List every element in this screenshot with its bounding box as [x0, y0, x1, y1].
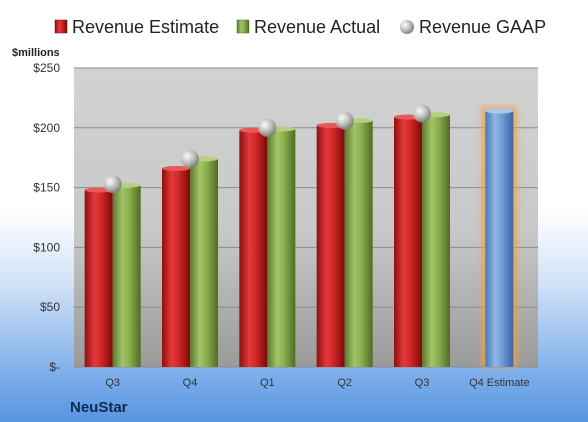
legend-label-revenue-gaap: Revenue GAAP [419, 17, 546, 37]
bar-revenue-estimate [162, 168, 190, 367]
bar-revenue-estimate [239, 130, 268, 367]
x-tick-label: Q4 [183, 377, 198, 389]
y-tick-label: $50 [40, 300, 60, 314]
plot-area [74, 68, 538, 367]
marker-revenue-gaap [335, 111, 354, 130]
x-tick-label: Q1 [260, 377, 275, 389]
bar-revenue-actual [344, 120, 373, 368]
bar-revenue-estimate [316, 125, 345, 368]
bar-revenue-estimate [394, 117, 422, 367]
bars [84, 107, 518, 368]
y-axis-label: $millions [12, 47, 60, 59]
marker-revenue-gaap [413, 104, 431, 123]
legend-label-revenue-estimate: Revenue Estimate [72, 17, 219, 37]
bar-revenue-actual [112, 185, 141, 367]
y-tick-label: $250 [33, 61, 60, 75]
bar-revenue-actual [422, 114, 450, 367]
gridlines [74, 67, 538, 368]
bar-cap [162, 165, 190, 171]
bar-q4-estimate [485, 111, 514, 367]
bar-revenue-estimate [84, 189, 113, 367]
x-tick-label: Q3 [415, 377, 430, 389]
legend: Revenue Estimate Revenue Actual Revenue … [54, 17, 546, 37]
legend-swatch-green [236, 19, 250, 34]
x-tick-label: Q3 [105, 377, 120, 389]
y-tick-label: $150 [33, 181, 60, 195]
legend-item-revenue-gaap: Revenue GAAP [400, 17, 546, 37]
company-label: NeuStar [70, 399, 128, 416]
x-tick-label: Q2 [337, 377, 352, 389]
marker-revenue-gaap [258, 118, 277, 137]
y-tick-label: $- [49, 360, 60, 374]
bar-cap [485, 108, 514, 114]
legend-swatch-gaap [400, 20, 414, 34]
marker-revenue-gaap [181, 149, 199, 168]
y-tick-label: $200 [33, 121, 60, 135]
x-axis-ticks: Q3 Q4 Q1 Q2 Q3 Q4 Estimate [105, 377, 529, 389]
gaap-markers [103, 104, 431, 194]
y-tick-label: $100 [33, 240, 60, 254]
bar-revenue-actual [267, 128, 296, 367]
legend-item-revenue-estimate: Revenue Estimate [54, 17, 219, 37]
bar-revenue-actual [190, 158, 218, 367]
legend-item-revenue-actual: Revenue Actual [236, 17, 380, 37]
y-axis-ticks: $- $50 $100 $150 $200 $250 [33, 61, 60, 374]
legend-label-revenue-actual: Revenue Actual [254, 17, 380, 37]
marker-revenue-gaap [103, 175, 122, 194]
legend-swatch-red [54, 19, 68, 34]
x-tick-label: Q4 Estimate [469, 377, 530, 389]
